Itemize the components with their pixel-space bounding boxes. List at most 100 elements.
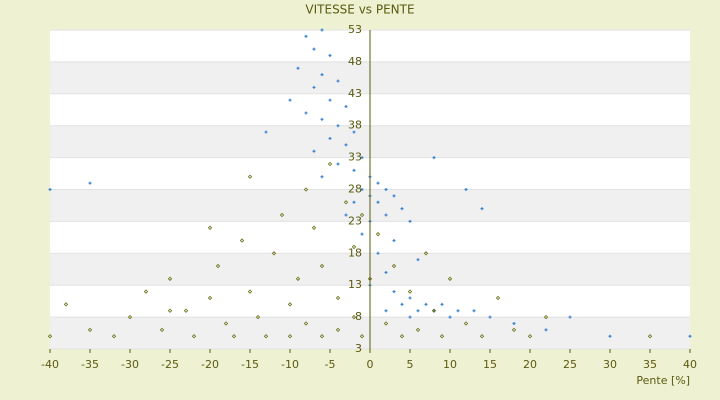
point — [375, 231, 381, 237]
y-tick-label: 18 — [348, 246, 362, 259]
point — [183, 308, 189, 313]
point — [456, 309, 460, 313]
point — [527, 334, 533, 339]
chart-title: VITESSE vs PENTE — [305, 3, 414, 17]
x-tick-label: -25 — [161, 358, 179, 371]
x-tick-label: -10 — [281, 358, 299, 371]
point — [271, 251, 277, 256]
point — [111, 334, 117, 339]
point — [448, 315, 452, 319]
x-tick-label: -35 — [81, 358, 99, 371]
point — [343, 200, 349, 205]
point — [231, 334, 237, 339]
x-tick-label: 35 — [643, 358, 657, 371]
point — [311, 225, 317, 230]
point — [408, 219, 412, 223]
point — [255, 314, 261, 320]
point — [392, 239, 396, 243]
point — [167, 308, 173, 313]
point — [336, 162, 340, 166]
point — [312, 47, 316, 51]
point — [391, 263, 397, 269]
point — [431, 308, 437, 313]
point — [48, 188, 52, 191]
y-tick-label: 3 — [355, 342, 362, 355]
point — [351, 314, 357, 320]
point — [352, 168, 356, 172]
point — [191, 334, 197, 339]
point — [423, 251, 429, 256]
point — [463, 321, 469, 326]
point — [376, 200, 380, 204]
point — [247, 289, 253, 294]
point — [384, 213, 388, 217]
point — [376, 251, 380, 255]
point — [207, 225, 213, 230]
point — [143, 289, 149, 294]
x-tick-label: 15 — [483, 358, 497, 371]
point — [472, 309, 476, 313]
point — [439, 334, 445, 339]
point — [263, 334, 269, 339]
point — [320, 28, 324, 32]
y-tick-label: 38 — [348, 119, 362, 132]
point — [384, 309, 388, 313]
point — [511, 327, 517, 333]
x-axis-label: Pente [%] — [636, 374, 690, 387]
point — [344, 213, 348, 217]
point — [351, 244, 357, 250]
point — [264, 130, 268, 134]
point — [688, 334, 692, 338]
point — [392, 194, 396, 198]
point — [320, 175, 324, 179]
point — [568, 315, 572, 319]
point — [360, 232, 364, 236]
point — [295, 276, 301, 281]
point — [440, 302, 444, 306]
point — [384, 270, 388, 274]
x-tick-label: 20 — [523, 358, 537, 371]
point — [303, 321, 309, 326]
point — [544, 328, 548, 332]
point — [464, 188, 468, 191]
point — [319, 334, 325, 339]
point — [543, 314, 549, 320]
point — [247, 174, 253, 179]
point — [495, 295, 501, 301]
point — [399, 334, 405, 339]
point — [88, 181, 92, 185]
point — [328, 54, 332, 58]
point — [223, 321, 229, 326]
point — [488, 315, 492, 319]
point — [447, 276, 453, 281]
point — [432, 309, 436, 313]
point — [319, 263, 325, 269]
point — [287, 334, 293, 339]
y-tick-label: 48 — [348, 55, 362, 68]
x-tick-label: 30 — [603, 358, 617, 371]
y-tick-label: 53 — [348, 23, 362, 36]
point — [312, 149, 316, 153]
point — [479, 334, 485, 339]
point — [424, 302, 428, 306]
point — [335, 295, 341, 301]
y-tick-label: 43 — [348, 87, 362, 100]
point — [384, 188, 388, 191]
point — [296, 66, 300, 70]
x-tick-label: 5 — [407, 358, 414, 371]
x-tick-label: -5 — [325, 358, 336, 371]
point — [416, 258, 420, 262]
point — [359, 334, 365, 339]
point — [320, 73, 324, 77]
point — [608, 334, 612, 338]
y-tick-label: 33 — [348, 151, 362, 164]
y-tick-label: 8 — [355, 310, 362, 323]
y-tick-label: 13 — [348, 278, 362, 291]
point — [47, 334, 53, 339]
point — [512, 321, 516, 325]
point — [344, 105, 348, 109]
point — [304, 111, 308, 115]
point — [352, 130, 356, 134]
x-tick-label: -20 — [201, 358, 219, 371]
